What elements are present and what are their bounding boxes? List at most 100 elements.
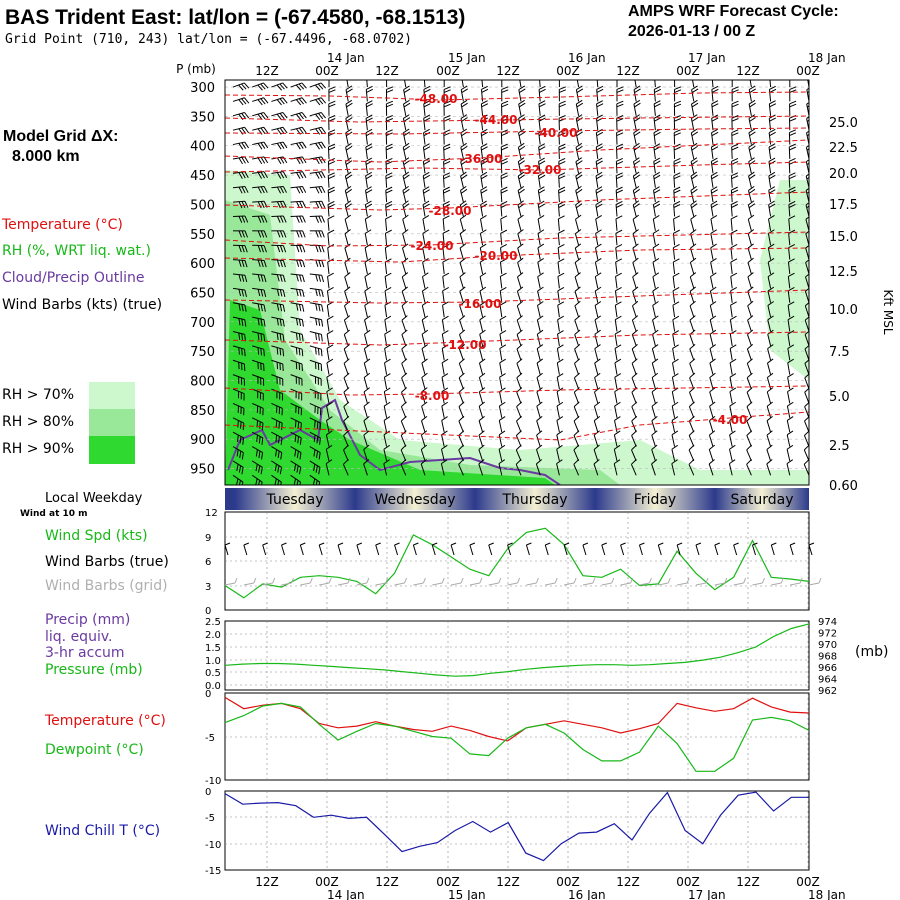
surface-wind-barb-flag <box>545 542 551 546</box>
wind-barb-flag <box>315 347 317 355</box>
wind-barb-flag <box>400 415 407 422</box>
wind-barb <box>536 348 541 361</box>
wind-barb-flag <box>747 344 754 350</box>
wind-barb-flag <box>244 126 250 134</box>
wind-barb-flag <box>328 172 335 177</box>
temperature-contour-label: -8.00 <box>415 389 450 403</box>
wind-barb-flag <box>575 185 582 191</box>
wind-barb <box>574 305 580 318</box>
wind-barb <box>652 218 656 231</box>
pressure-tick-label: 600 <box>190 257 215 272</box>
wind-barb <box>343 449 349 462</box>
wind-barb-flag <box>499 315 507 321</box>
wind-barb <box>747 334 752 347</box>
wind-barb-flag <box>711 103 719 108</box>
wind-barb-flag <box>747 214 755 220</box>
wind-barb <box>422 190 426 203</box>
wind-barb-flag <box>556 459 563 465</box>
grid-wind-barb-flag <box>309 577 313 584</box>
wind-barb <box>748 147 752 160</box>
wind-barb-flag <box>443 89 451 93</box>
wind-barb-flag <box>244 201 249 208</box>
wind-barb-flag <box>539 103 546 108</box>
wind-barb-flag <box>422 186 430 191</box>
wind-barb-flag <box>499 287 507 292</box>
wind-barb <box>729 405 733 418</box>
wind-barb <box>343 319 349 332</box>
wind-barb-flag <box>258 450 261 459</box>
wind-barb-flag <box>594 301 602 306</box>
wind-barb <box>803 449 809 462</box>
panel-frame <box>224 692 810 781</box>
wind-barb <box>768 175 772 188</box>
top-date-label: 18 Jan <box>808 51 846 65</box>
surface-wind-barb-flag <box>300 542 306 546</box>
wind-barb-flag <box>276 332 279 340</box>
wind-barb <box>673 161 676 174</box>
wind-barb <box>575 175 580 188</box>
grid-wind-barb <box>677 582 688 586</box>
surface-wind-barb-flag <box>413 542 419 546</box>
wind-barb <box>804 377 809 390</box>
wind-barb <box>672 348 676 361</box>
wind-barb-flag <box>501 146 509 151</box>
wind-barb-flag <box>596 100 603 105</box>
wind-barb <box>363 406 368 418</box>
weekday-label: Friday <box>634 492 676 508</box>
wind-barb-flag <box>499 387 506 393</box>
wind-barb-flag <box>296 143 301 150</box>
legend-temperature-panel: Temperature (°C) <box>45 713 166 729</box>
wind-barb <box>458 435 464 447</box>
y-tick-label: 3 <box>205 582 211 593</box>
wind-barb <box>768 146 772 160</box>
wind-barb-flag <box>537 243 545 249</box>
wind-barb-flag <box>460 188 468 194</box>
wind-barb <box>500 218 503 231</box>
wind-barb-flag <box>365 100 373 105</box>
legend-temperature: Temperature (°C) <box>2 217 123 233</box>
pressure-unit: (mb) <box>855 644 889 660</box>
wind-barb-flag <box>315 465 318 473</box>
wind-barb <box>672 276 676 289</box>
grid-wind-barb <box>526 582 537 586</box>
wind-barb-flag <box>747 243 754 249</box>
wind-barb-flag <box>710 301 717 306</box>
wind-barb-flag <box>616 175 624 180</box>
wind-barb <box>747 319 752 332</box>
wind-barb-flag <box>556 416 564 421</box>
grid-wind-barb <box>375 582 386 586</box>
wind-barb-flag <box>260 157 266 164</box>
wind-barb-flag <box>242 437 245 445</box>
wind-barb <box>385 175 388 188</box>
height-tick-label: 22.5 <box>829 141 858 156</box>
wind-barb <box>767 305 772 318</box>
wind-barb-flag <box>402 214 409 220</box>
grid-wind-barb-flag <box>762 577 765 584</box>
wind-barb-flag <box>616 115 624 119</box>
surface-wind-barb <box>657 544 662 556</box>
wind-barb <box>729 434 733 447</box>
wind-barb <box>400 435 407 447</box>
wind-barb <box>344 247 349 260</box>
wind-barb-flag <box>500 186 508 191</box>
wind-barb-flag <box>460 128 468 134</box>
wind-barb <box>385 218 388 231</box>
wind-barb-flag <box>343 329 350 335</box>
wind-barb-flag <box>788 258 795 263</box>
legend-rh70: RH > 70% <box>2 387 75 403</box>
wind-barb <box>787 391 791 404</box>
y-tick-label: 12 <box>205 508 218 519</box>
wind-barb-flag <box>441 344 449 349</box>
wind-barb <box>442 233 445 246</box>
wind-barb-flag <box>365 146 373 151</box>
wind-barb <box>458 449 464 462</box>
wind-barb <box>746 392 752 404</box>
grid-wind-barb <box>356 582 367 586</box>
wind-barb <box>748 118 752 131</box>
wind-barb-flag <box>616 161 624 165</box>
wind-barb <box>343 348 349 361</box>
wind-barb-flag <box>770 72 776 75</box>
wind-barb-flag <box>244 245 248 253</box>
wind-barb <box>401 262 407 275</box>
pressure-tick-label: 500 <box>190 198 215 213</box>
